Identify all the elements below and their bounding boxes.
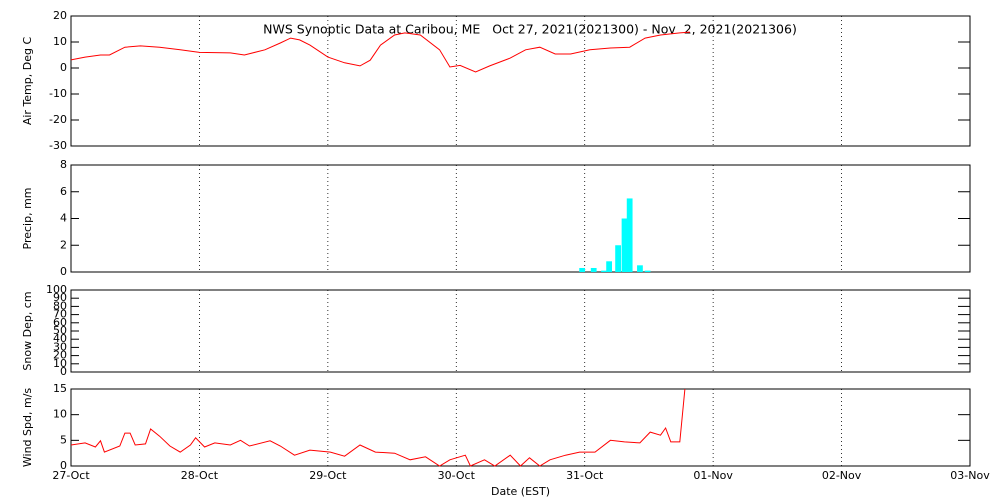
- y-tick-label: 80: [53, 299, 67, 312]
- y-tick-label: 40: [53, 332, 67, 345]
- y-tick-label: 10: [53, 35, 67, 48]
- y-tick-label: 8: [60, 158, 67, 171]
- data-line: [70, 388, 686, 467]
- chart-title: NWS Synoptic Data at Caribou, ME Oct 27,…: [263, 22, 797, 37]
- y-tick-label: 0: [60, 459, 67, 472]
- y-tick-label: 70: [53, 308, 67, 321]
- x-tick-label: 03-Nov: [950, 469, 990, 482]
- data-line: [70, 31, 691, 73]
- bar: [601, 270, 607, 272]
- x-tick-label: 31-Oct: [566, 469, 604, 482]
- y-tick-label: -10: [49, 87, 67, 100]
- bar: [637, 265, 643, 272]
- bar: [590, 267, 597, 272]
- y-tick-label: 2: [60, 238, 67, 251]
- y-tick-label: 0: [60, 365, 67, 378]
- x-tick-label: 02-Nov: [822, 469, 862, 482]
- y-tick-label: 20: [53, 349, 67, 362]
- y-tick-label: 6: [60, 185, 67, 198]
- y-tick-label: 0: [60, 61, 67, 74]
- y-axis-label: Air Temp, Deg C: [21, 37, 34, 126]
- y-tick-label: 100: [46, 283, 67, 296]
- bar: [621, 218, 628, 272]
- x-tick-label: 27-Oct: [52, 469, 90, 482]
- y-tick-label: 60: [53, 316, 67, 329]
- y-tick-label: -20: [49, 113, 67, 126]
- y-tick-label: 30: [53, 340, 67, 353]
- y-axis-label: Wind Spd, m/s: [21, 388, 34, 468]
- x-axis-label: Date (EST): [491, 485, 550, 498]
- bar: [644, 270, 651, 272]
- plot-frame: [70, 164, 971, 273]
- bar: [615, 245, 621, 272]
- plot-frame: [70, 388, 971, 467]
- bar: [606, 261, 613, 272]
- y-tick-label: 5: [60, 433, 67, 446]
- bar: [579, 267, 586, 272]
- y-axis-label: Precip, mm: [21, 188, 34, 250]
- y-tick-label: 15: [53, 382, 67, 395]
- y-tick-label: 90: [53, 291, 67, 304]
- y-tick-label: 0: [60, 265, 67, 278]
- y-tick-label: 10: [53, 408, 67, 421]
- x-tick-label: 28-Oct: [181, 469, 219, 482]
- bar: [626, 198, 633, 272]
- x-tick-label: 01-Nov: [693, 469, 733, 482]
- plot-frame: [70, 289, 971, 373]
- x-tick-label: 30-Oct: [438, 469, 476, 482]
- y-tick-label: 4: [60, 212, 67, 225]
- y-tick-label: 10: [53, 357, 67, 370]
- y-tick-label: 20: [53, 9, 67, 22]
- y-tick-label: 50: [53, 324, 67, 337]
- y-tick-label: -30: [49, 139, 67, 152]
- x-tick-label: 29-Oct: [309, 469, 347, 482]
- y-axis-label: Snow Dep, cm: [21, 291, 34, 370]
